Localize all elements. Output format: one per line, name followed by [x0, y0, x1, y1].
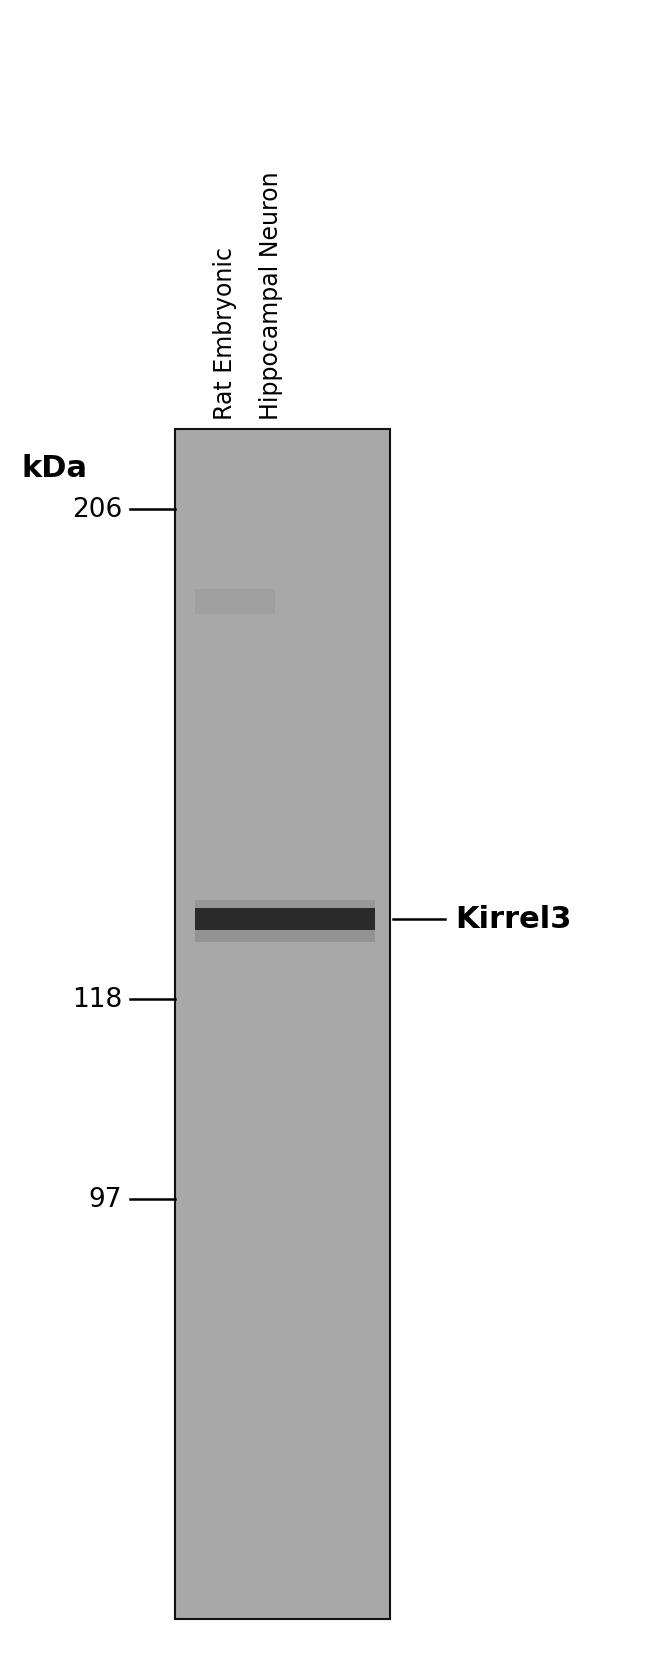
- Bar: [195, 900, 375, 908]
- Bar: [195, 931, 375, 943]
- Text: 118: 118: [72, 986, 122, 1012]
- Text: Rat Embryonic: Rat Embryonic: [213, 247, 237, 419]
- Text: Kirrel3: Kirrel3: [455, 905, 571, 935]
- Bar: [175, 429, 390, 1619]
- Text: 206: 206: [72, 497, 122, 522]
- Bar: [195, 908, 375, 931]
- Bar: [195, 590, 275, 615]
- Text: Hippocampal Neuron: Hippocampal Neuron: [259, 171, 283, 419]
- Text: 97: 97: [88, 1186, 122, 1213]
- Text: kDa: kDa: [22, 454, 88, 482]
